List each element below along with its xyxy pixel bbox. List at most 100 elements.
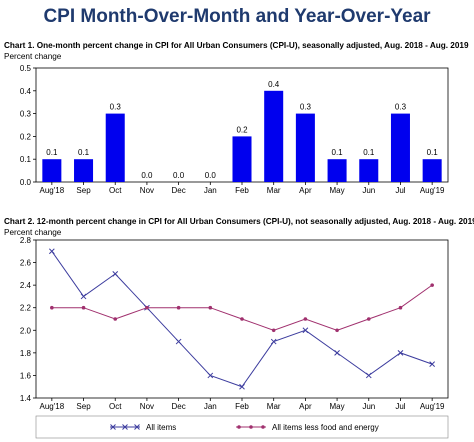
chart-2-x-tick-label: Jan xyxy=(204,402,217,411)
chart-1-bar xyxy=(232,136,252,182)
chart-2-point xyxy=(365,372,372,379)
chart-2-point-stroke xyxy=(397,350,404,356)
chart-2-point xyxy=(335,328,339,333)
chart-2-point-stroke xyxy=(48,248,55,255)
chart-1-data-label: 0.3 xyxy=(300,103,312,112)
chart-2-point xyxy=(271,328,276,333)
chart-1-data-label: 0.3 xyxy=(395,103,407,112)
legend-swatch-marker xyxy=(110,424,116,430)
chart-2-y-tick-label: 2.4 xyxy=(20,281,32,290)
chart-2-point-stroke xyxy=(302,327,309,334)
chart-1-bar xyxy=(327,159,347,182)
chart-2-x-tick-label: Mar xyxy=(267,402,281,411)
chart-2-y-tick-label: 1.8 xyxy=(20,349,32,358)
chart-1-x-tick-label: Nov xyxy=(140,186,154,195)
chart-2-point xyxy=(207,372,214,379)
chart-2-x-tick-label: May xyxy=(330,402,345,411)
chart-2-point xyxy=(429,361,436,367)
chart-1-bar xyxy=(42,159,62,182)
chart-2-point xyxy=(334,350,340,356)
chart-1-data-label: 0.0 xyxy=(205,171,217,180)
chart-1: Chart 1. One-month percent change in CPI… xyxy=(4,41,469,195)
chart-2-x-tick-label: Sep xyxy=(76,402,91,411)
chart-1-data-label: 0.1 xyxy=(332,148,344,157)
chart-2-point-stroke xyxy=(429,361,436,367)
chart-1-data-label: 0.0 xyxy=(173,171,185,180)
chart-2-point-stroke xyxy=(175,338,182,345)
chart-1-y-tick-label: 0.3 xyxy=(20,110,32,119)
chart-2-point xyxy=(430,283,434,287)
chart-2-y-tick-label: 1.6 xyxy=(20,371,32,380)
legend-swatch-marker xyxy=(134,424,140,430)
chart-2-x-tick-label: Dec xyxy=(171,402,185,411)
chart-1-bar xyxy=(295,113,315,182)
chart-2-ylabel: Percent change xyxy=(4,228,62,237)
chart-1-data-label: 0.4 xyxy=(268,80,280,89)
chart-1-y-tick-label: 0.1 xyxy=(20,155,32,164)
chart-1-bar xyxy=(74,159,94,182)
chart-1-data-label: 0.1 xyxy=(363,148,375,157)
chart-1-data-label: 0.0 xyxy=(141,171,153,180)
chart-2-point xyxy=(112,271,119,277)
chart-1-y-tick-label: 0.0 xyxy=(20,178,32,187)
chart-1-x-tick-label: Aug'19 xyxy=(420,186,445,195)
chart-1-x-axis: Aug'18 Sep Oct Nov Dec Jan Feb Mar Apr May Jun Jul A… xyxy=(40,182,445,195)
chart-2-x-tick-label: Feb xyxy=(235,402,249,411)
chart-2-legend-box xyxy=(35,415,449,439)
chart-2-y-tick-label: 2.2 xyxy=(20,304,32,313)
chart-1-y-tick-label: 0.2 xyxy=(20,132,32,141)
chart-1-x-tick-label: Jun xyxy=(362,186,375,195)
chart-1-data-label: 0.1 xyxy=(78,148,90,157)
legend-swatch-marker xyxy=(249,425,253,429)
chart-1-bar xyxy=(390,113,410,182)
chart-2-y-tick-label: 1.4 xyxy=(20,394,32,403)
chart-1-x-tick-label: Aug'18 xyxy=(40,186,65,195)
chart-2-point-stroke xyxy=(112,271,119,277)
chart-2-point-stroke xyxy=(80,293,87,300)
chart-1-x-tick-label: Mar xyxy=(267,186,281,195)
chart-2-y-tick-label: 2.6 xyxy=(20,259,32,268)
chart-2-point xyxy=(80,293,87,300)
chart-1-data-label: 0.1 xyxy=(46,148,58,157)
chart-2-point xyxy=(397,350,404,356)
chart-1-x-tick-label: Jan xyxy=(204,186,217,195)
chart-2-point-stroke xyxy=(365,372,372,379)
chart-1-x-tick-label: Oct xyxy=(109,186,122,195)
chart-2-y-tick-label: 2.8 xyxy=(20,236,32,245)
chart-2-legend: All items All items less food and energy xyxy=(110,423,379,432)
chart-1-data-label: 0.3 xyxy=(110,103,122,112)
chart-2-x-tick-label: Jul xyxy=(395,402,405,411)
chart-2-x-tick-label: Oct xyxy=(109,402,122,411)
chart-2-point xyxy=(303,317,308,321)
chart-1-x-tick-label: Dec xyxy=(171,186,185,195)
chart-2-y-axis: 1.4 1.6 1.8 2.0 2.2 2.4 2.6 2.8 xyxy=(20,236,36,403)
chart-1-x-tick-label: Sep xyxy=(76,186,91,195)
chart-1-bar xyxy=(422,159,442,182)
chart-1-bar xyxy=(105,113,125,182)
chart-2-point xyxy=(302,327,309,334)
chart-1-x-tick-label: Apr xyxy=(299,186,312,195)
chart-1-bar xyxy=(264,90,284,182)
chart-1-x-tick-label: Feb xyxy=(235,186,249,195)
page-title: CPI Month-Over-Month and Year-Over-Year xyxy=(43,6,431,27)
chart-2-x-axis: Aug'18 Sep Oct Nov Dec Jan Feb Mar Apr May Jun Jul A… xyxy=(40,398,445,411)
chart-2-point xyxy=(208,305,213,310)
chart-1-data-label: 0.2 xyxy=(236,125,248,134)
chart-1-y-axis: 0.0 0.1 0.2 0.3 0.4 0.5 xyxy=(20,64,36,187)
chart-2-point xyxy=(175,338,182,345)
legend-swatch-marker xyxy=(237,425,241,429)
chart-2-x-tick-label: Jun xyxy=(362,402,375,411)
chart-1-x-tick-label: May xyxy=(330,186,345,195)
chart-1-bar xyxy=(359,159,379,182)
chart-2-point xyxy=(113,317,118,321)
chart-2-point xyxy=(270,338,277,345)
chart-2-point xyxy=(81,305,86,310)
chart-1-data-label: 0.1 xyxy=(427,148,439,157)
chart-1-ylabel: Percent change xyxy=(4,52,62,61)
chart-2-point xyxy=(50,305,54,310)
legend-label: All items less food and energy xyxy=(272,423,379,432)
chart-2-point xyxy=(240,317,244,321)
legend-label: All items xyxy=(146,423,176,432)
chart-1-caption: Chart 1. One-month percent change in CPI… xyxy=(4,41,469,50)
